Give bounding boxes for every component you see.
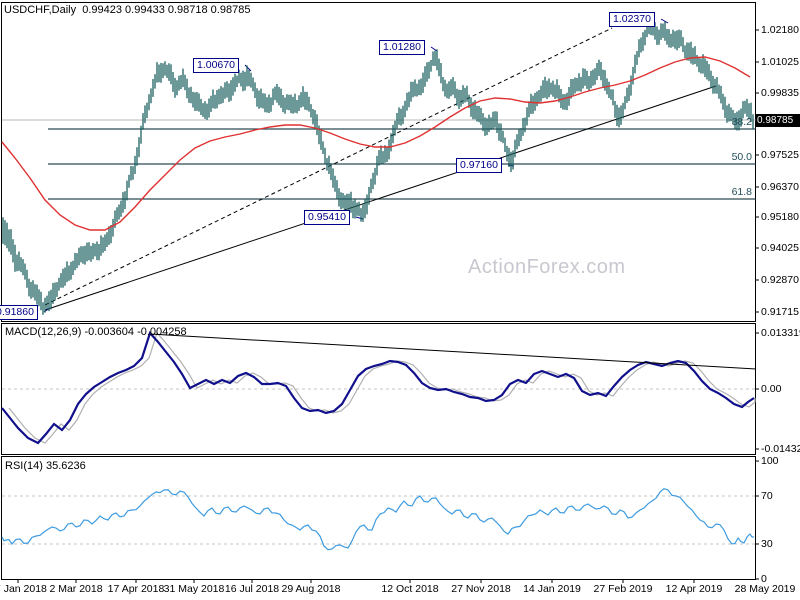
fib-label-38.2: 38.2 [731, 116, 752, 128]
macd-indicator-label: MACD(12,26,9) -0.003604 -0.004258 [5, 326, 187, 338]
moving-average-line [1, 56, 751, 231]
label-connector [430, 46, 438, 52]
date-axis-label: 16 Jul 2018 [224, 583, 280, 595]
macd-panel-frame [1, 323, 756, 455]
price-level-box: 0.95410 [304, 210, 350, 225]
date-axis-label: 14 Jan 2019 [523, 583, 581, 595]
price-level-box: 0.97160 [456, 158, 502, 173]
date-axis-label: 2 Mar 2018 [49, 583, 103, 595]
rsi-axis-label: 30 [761, 538, 773, 550]
macd-axis-label: 0.00 [761, 383, 782, 395]
macd-trendline [149, 333, 757, 370]
price-level-box: 1.00670 [193, 58, 239, 73]
current-price-tag: 0.98785 [756, 113, 800, 127]
macd-line [1, 330, 755, 445]
price-axis-label: 0.96370 [761, 181, 799, 193]
price-axis-label: 1.02180 [761, 24, 799, 36]
trendline-solid [44, 85, 717, 311]
watermark: ActionForex.com [468, 256, 626, 278]
label-connector [660, 18, 669, 24]
macd-axis-label: 0.013319 [761, 327, 800, 339]
label-connector [244, 64, 252, 72]
rsi-indicator-label: RSI(14) 35.6236 [5, 460, 86, 472]
price-axis-label: 0.95180 [761, 211, 799, 223]
fib-label-61.8: 61.8 [731, 186, 752, 198]
price-bars [2, 20, 754, 315]
price-axis-label: 0.97525 [761, 149, 799, 161]
price-axis-label: 0.91715 [761, 306, 799, 318]
price-axis-label: 0.92870 [761, 274, 799, 286]
price-axis-label: 1.01025 [761, 56, 799, 68]
main-panel-frame [1, 2, 756, 322]
fib-label-50.0: 50.0 [731, 151, 752, 163]
date-axis-label: 27 Feb 2019 [593, 583, 653, 595]
rsi-panel-frame [1, 456, 756, 580]
ohlc-readout: USDCHF,Daily 0.99423 0.99433 0.98718 0.9… [4, 4, 251, 16]
price-level-box: 1.02370 [609, 12, 655, 27]
price-axis-label: 0.94025 [761, 242, 799, 254]
date-axis-label: 12 Apr 2019 [665, 583, 723, 595]
rsi-axis-label: 70 [761, 490, 773, 502]
macd-axis-label: -0.014323 [761, 443, 800, 455]
rsi-axis-label: 100 [761, 455, 779, 467]
macd-signal-line [8, 331, 756, 444]
price-level-box: 0.91860 [0, 305, 38, 320]
date-axis-label: 31 May 2018 [163, 583, 225, 595]
price-axis-label: 0.99835 [761, 87, 799, 99]
rsi-line [1, 488, 755, 551]
date-axis-label: 17 Apr 2018 [107, 583, 165, 595]
label-connector [355, 216, 364, 220]
date-axis-label: 27 Nov 2018 [451, 583, 511, 595]
date-axis-label: 29 Aug 2018 [281, 583, 341, 595]
date-axis-label: 17 Jan 2018 [0, 583, 47, 595]
date-axis-label: 12 Oct 2018 [381, 583, 439, 595]
rsi-axis-label: 0 [761, 573, 767, 585]
price-level-box: 1.01280 [379, 40, 425, 55]
date-axis-label: 28 May 2019 [734, 583, 796, 595]
